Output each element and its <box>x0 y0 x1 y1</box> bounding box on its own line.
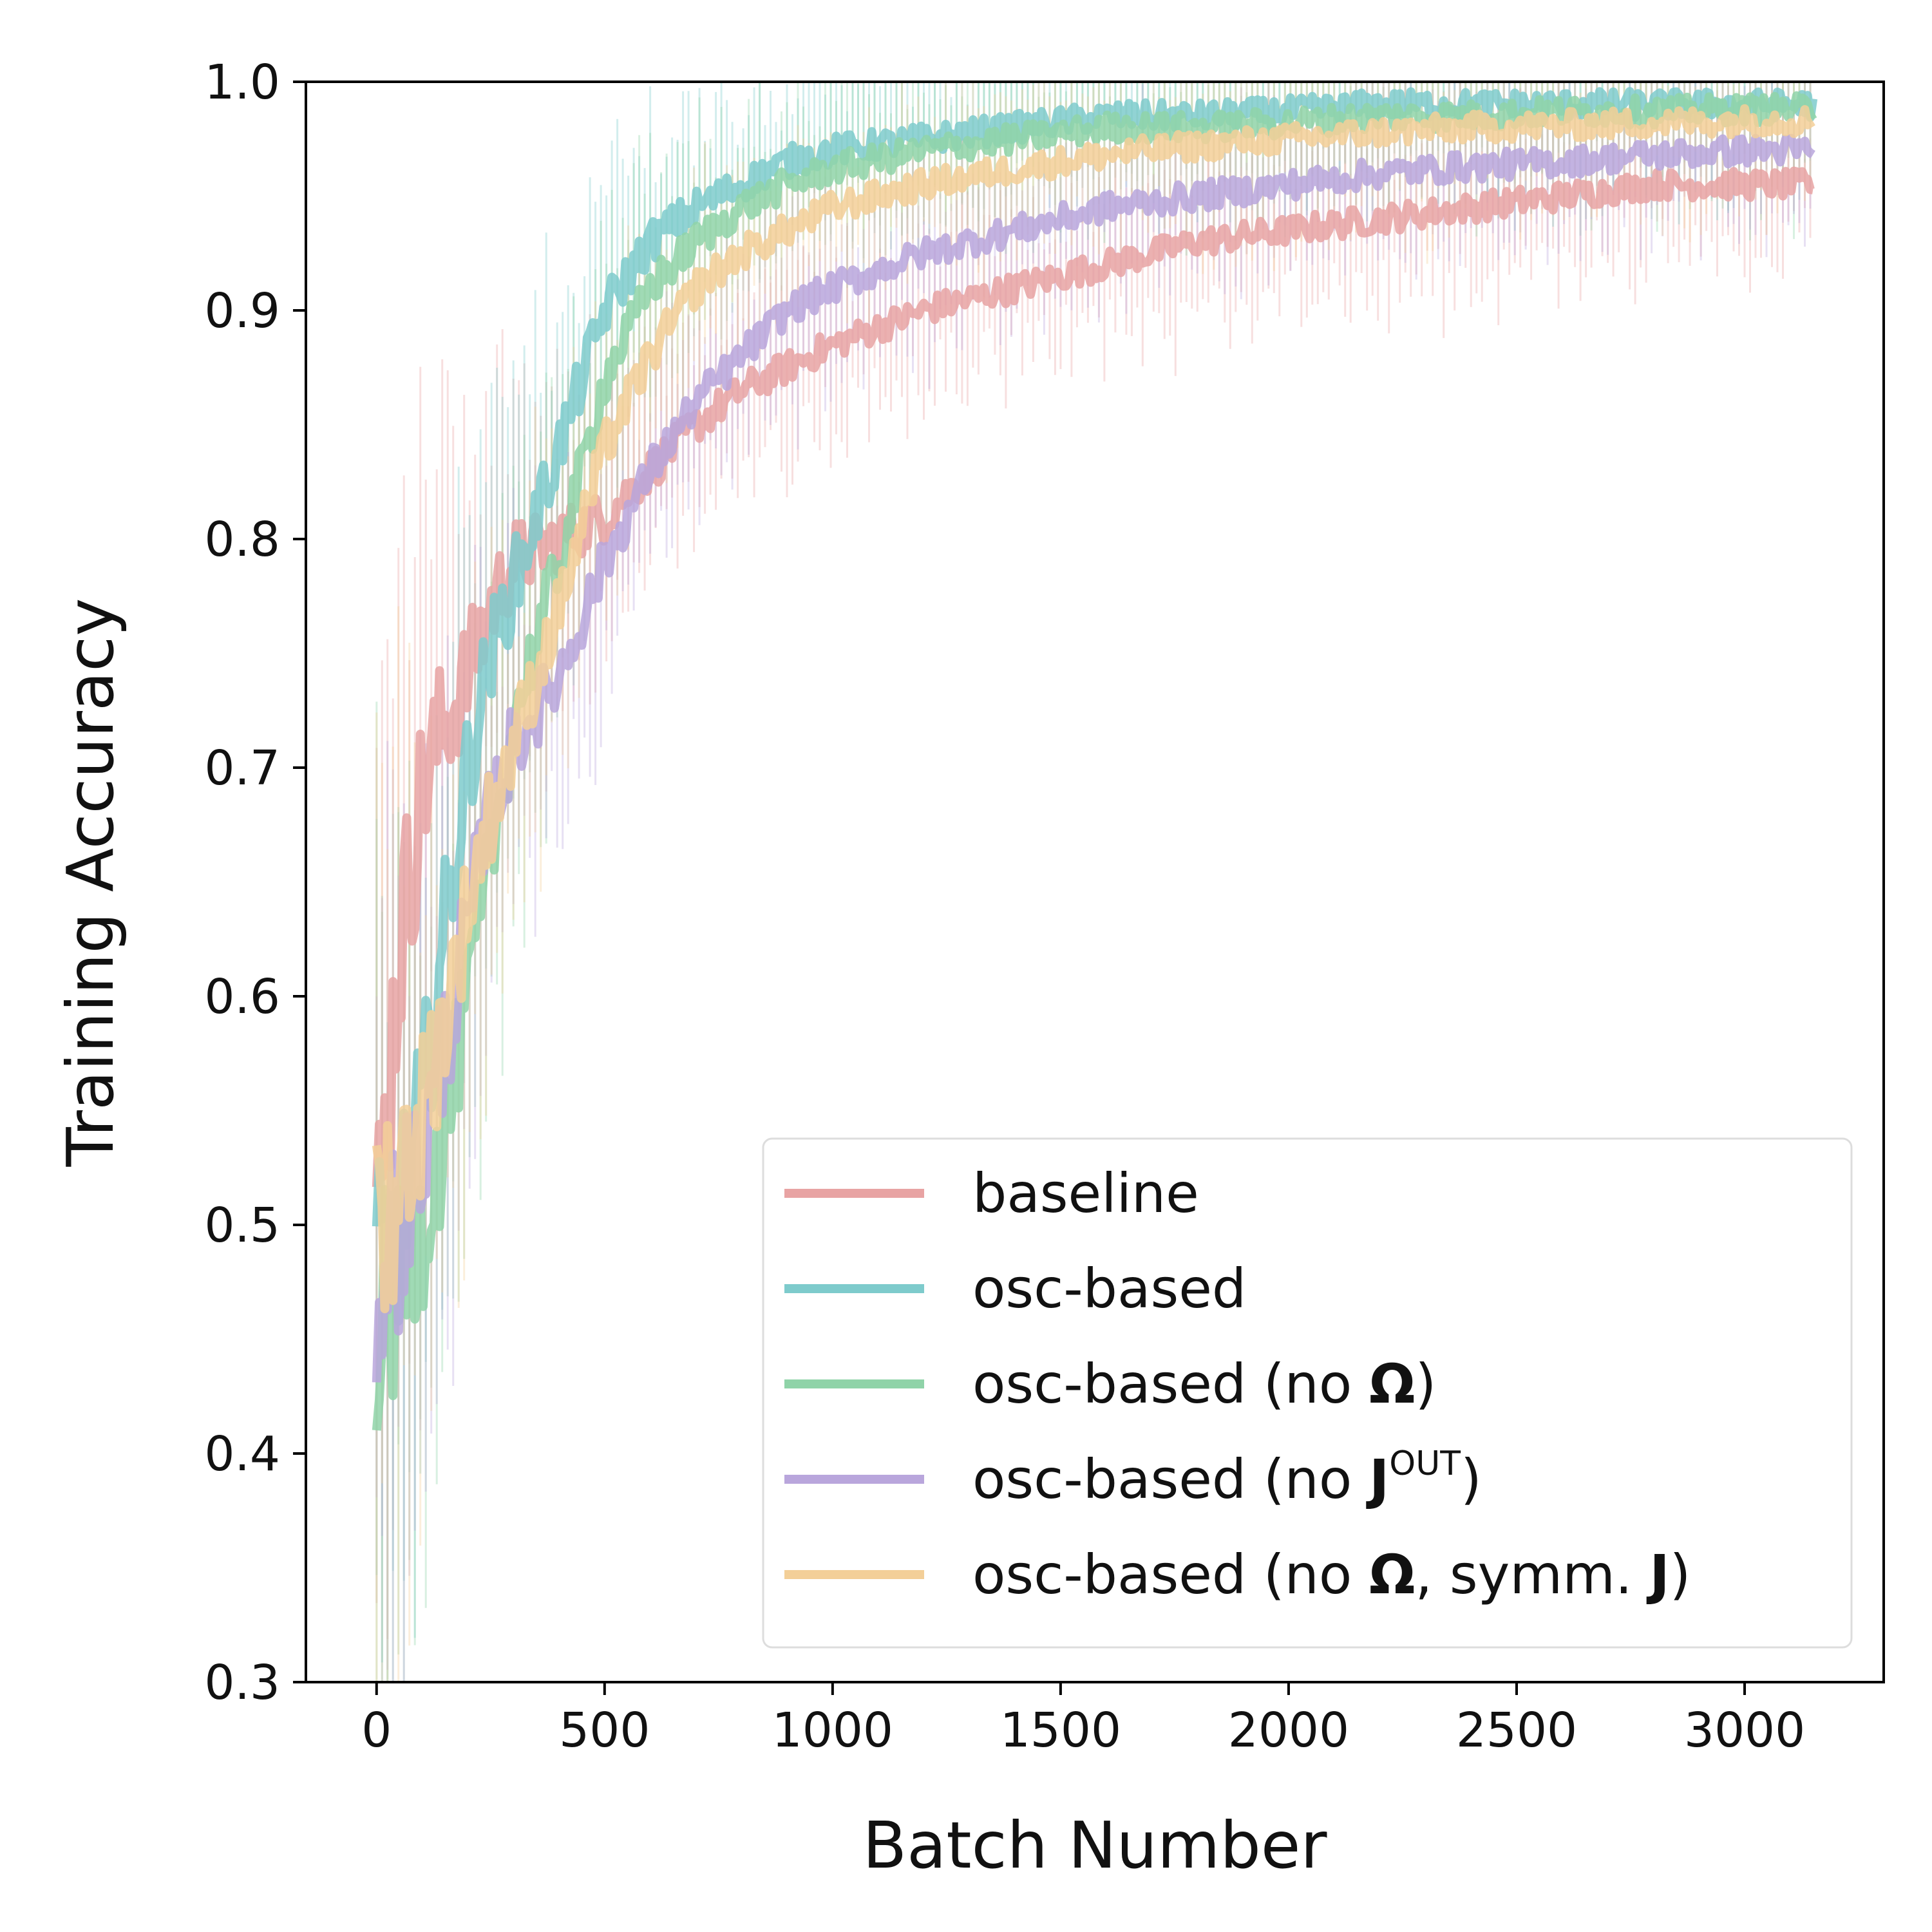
series-line-3 <box>372 133 1815 1383</box>
legend-box <box>762 1137 1853 1649</box>
y-tick-label: 0.3 <box>204 1655 280 1710</box>
series-line-0 <box>372 166 1815 1188</box>
legend-entry-0: baseline <box>972 1162 1199 1225</box>
y-tick-label: 0.9 <box>204 283 280 339</box>
series-line-4 <box>372 104 1815 1314</box>
x-tick-label: 0 <box>361 1703 392 1758</box>
x-axis-title: Batch Number <box>863 1808 1328 1883</box>
plot-frame <box>305 80 1885 1683</box>
series-line-2 <box>372 91 1817 1431</box>
x-axis: 0 500 1000 1500 2000 2500 3000 <box>361 1682 1805 1758</box>
y-tick-label: 0.5 <box>204 1198 280 1253</box>
x-tick-label: 2000 <box>1228 1703 1349 1758</box>
y-axis: 0.3 0.4 0.5 0.6 0.7 0.8 0.9 1.0 <box>204 55 306 1710</box>
series-lines <box>372 87 1818 1431</box>
legend: baseline osc-based osc-based (no Ω) osc-bas… <box>762 1137 1853 1649</box>
y-tick-label: 0.7 <box>204 741 280 796</box>
y-tick-label: 0.4 <box>204 1426 280 1482</box>
legend-entry-1: osc-based <box>972 1257 1246 1320</box>
x-tick-label: 2500 <box>1456 1703 1577 1758</box>
legend-entry-2: osc-based (no Ω) <box>972 1352 1436 1416</box>
y-tick-label: 0.8 <box>204 512 280 567</box>
legend-entry-3: osc-based (no JOUT) <box>972 1444 1482 1511</box>
y-tick-label: 0.6 <box>204 969 280 1025</box>
y-axis-title: Training Accuracy <box>53 598 128 1168</box>
x-tick-label: 3000 <box>1684 1703 1805 1758</box>
x-tick-label: 1500 <box>1000 1703 1121 1758</box>
x-tick-label: 500 <box>559 1703 650 1758</box>
y-tick-label: 1.0 <box>204 55 280 110</box>
x-tick-label: 1000 <box>772 1703 893 1758</box>
legend-entry-4: osc-based (no Ω, symm. J) <box>972 1543 1690 1606</box>
